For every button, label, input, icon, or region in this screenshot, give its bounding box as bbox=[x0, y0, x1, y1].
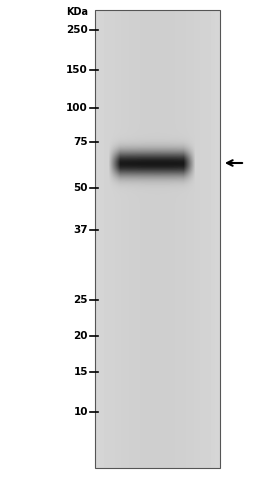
Text: KDa: KDa bbox=[66, 7, 88, 17]
Text: 10: 10 bbox=[74, 407, 88, 417]
Text: 37: 37 bbox=[73, 225, 88, 235]
Text: 250: 250 bbox=[66, 25, 88, 35]
Text: 50: 50 bbox=[74, 183, 88, 193]
Text: 15: 15 bbox=[74, 367, 88, 377]
Text: 20: 20 bbox=[74, 331, 88, 341]
Text: 25: 25 bbox=[74, 295, 88, 305]
Text: 150: 150 bbox=[66, 65, 88, 75]
Text: 100: 100 bbox=[66, 103, 88, 113]
Text: 75: 75 bbox=[73, 137, 88, 147]
Bar bbox=[95, 10, 220, 468]
